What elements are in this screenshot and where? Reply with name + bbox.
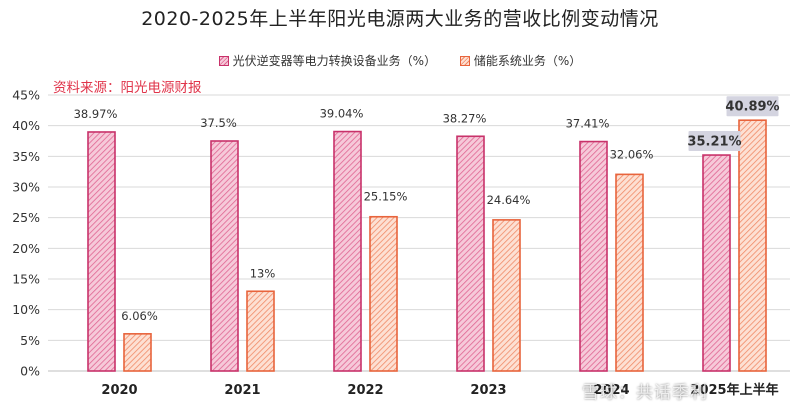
data-label-highlight-box — [688, 131, 741, 152]
data-label: 37.41% — [566, 117, 610, 131]
data-label-highlight-box — [726, 96, 779, 117]
x-tick-label: 2025年上半年 — [690, 382, 778, 398]
bar-pv — [702, 154, 731, 372]
y-tick-label: 5% — [20, 333, 40, 348]
y-tick-label: 40% — [12, 118, 40, 133]
legend-item-pv: 光伏逆变器等电力转换设备业务（%） — [218, 52, 437, 69]
data-label: 40.89% — [725, 100, 779, 115]
data-label: 38.97% — [74, 107, 118, 121]
data-label: 38.27% — [443, 111, 487, 125]
y-tick-label: 30% — [12, 180, 40, 195]
bar-pv — [579, 140, 608, 372]
x-tick-label: 2023 — [470, 383, 506, 398]
legend: 光伏逆变器等电力转换设备业务（%） 储能系统业务（%） — [0, 52, 800, 69]
y-tick-label: 25% — [12, 210, 40, 225]
source-note: 资料来源：阳光电源财报 — [53, 80, 202, 96]
bar-pv — [87, 131, 116, 372]
legend-swatch-pv — [218, 55, 229, 66]
bar-storage — [369, 215, 398, 372]
bar-storage — [615, 173, 644, 372]
x-tick-label: 2021 — [224, 383, 260, 398]
y-tick-label: 20% — [12, 241, 40, 256]
bar-pv — [333, 130, 362, 372]
x-tick-label: 2022 — [347, 383, 383, 398]
data-label: 13% — [250, 266, 276, 280]
chart-title: 2020-2025年上半年阳光电源两大业务的营收比例变动情况 — [141, 8, 659, 30]
data-label: 37.5% — [200, 116, 237, 130]
x-tick-label: 2024 — [593, 383, 629, 398]
bar-pv — [456, 135, 485, 372]
data-label: 24.64% — [487, 193, 531, 207]
y-tick-label: 45% — [12, 88, 40, 103]
watermark-text: 雪球：共话季利 — [582, 383, 708, 403]
y-tick-label: 0% — [20, 364, 40, 379]
data-label: 39.04% — [320, 107, 364, 121]
data-label: 32.06% — [610, 147, 654, 161]
legend-label-pv: 光伏逆变器等电力转换设备业务（%） — [232, 54, 437, 68]
y-tick-label: 35% — [12, 149, 40, 164]
bar-pv — [210, 140, 239, 372]
legend-swatch-storage — [459, 55, 470, 66]
bar-storage — [738, 119, 767, 372]
y-tick-label: 10% — [12, 302, 40, 317]
data-label: 25.15% — [364, 190, 408, 204]
bar-storage — [123, 333, 152, 372]
bar-storage — [246, 290, 275, 372]
y-tick-label: 15% — [12, 272, 40, 287]
legend-label-storage: 储能系统业务（%） — [473, 54, 582, 68]
bar-storage — [492, 219, 521, 372]
data-label: 6.06% — [121, 309, 158, 323]
legend-item-storage: 储能系统业务（%） — [459, 52, 582, 69]
data-label: 35.21% — [687, 135, 741, 150]
x-tick-label: 2020 — [101, 383, 137, 398]
